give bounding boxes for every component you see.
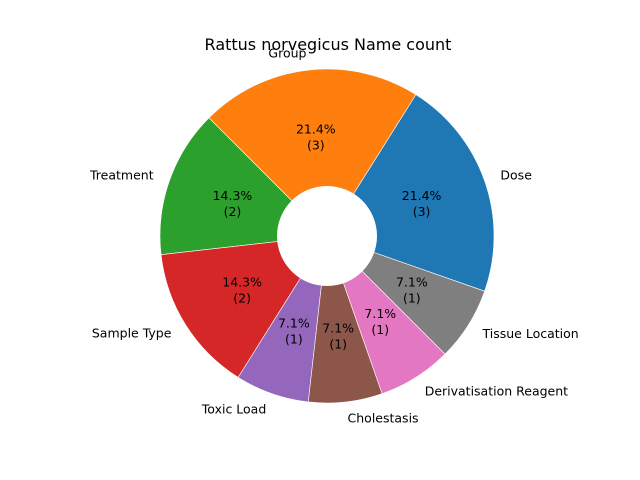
slice-percent-cholestasis: 7.1% [322,321,354,336]
slice-label-group: Group [268,45,306,60]
slice-label-treatment: Treatment [89,167,154,182]
chart-title: Rattus norvegicus Name count [205,35,452,54]
labels-group: Dose21.4%(3)Group21.4%(3)Treatment14.3%(… [89,45,579,425]
slice-count-cholestasis: (1) [329,337,347,352]
slice-count-sample-type: (2) [233,290,251,305]
donut-hole [277,186,377,286]
slice-percent-toxic-load: 7.1% [278,316,310,331]
slice-label-cholestasis: Cholestasis [348,411,419,426]
slice-sample-type [160,235,328,378]
slice-percent-group: 21.4% [296,121,336,136]
slice-percent-treatment: 14.3% [213,188,253,203]
slice-label-dose: Dose [500,167,532,182]
slice-label-derivatisation-reagent: Derivatisation Reagent [425,384,568,399]
slice-percent-sample-type: 14.3% [222,274,262,289]
slice-count-derivatisation-reagent: (1) [371,322,389,337]
slice-percent-tissue-location: 7.1% [396,274,428,289]
slice-count-dose: (3) [413,204,431,219]
slice-count-toxic-load: (1) [285,332,303,347]
slice-count-tissue-location: (1) [403,290,421,305]
slice-label-sample-type: Sample Type [92,326,172,341]
slice-count-group: (3) [307,137,325,152]
slice-group [208,68,417,237]
slice-label-tissue-location: Tissue Location [482,326,579,341]
slice-label-toxic-load: Toxic Load [201,401,266,416]
slice-percent-derivatisation-reagent: 7.1% [364,306,396,321]
slice-percent-dose: 21.4% [402,188,442,203]
slice-count-treatment: (2) [224,204,242,219]
